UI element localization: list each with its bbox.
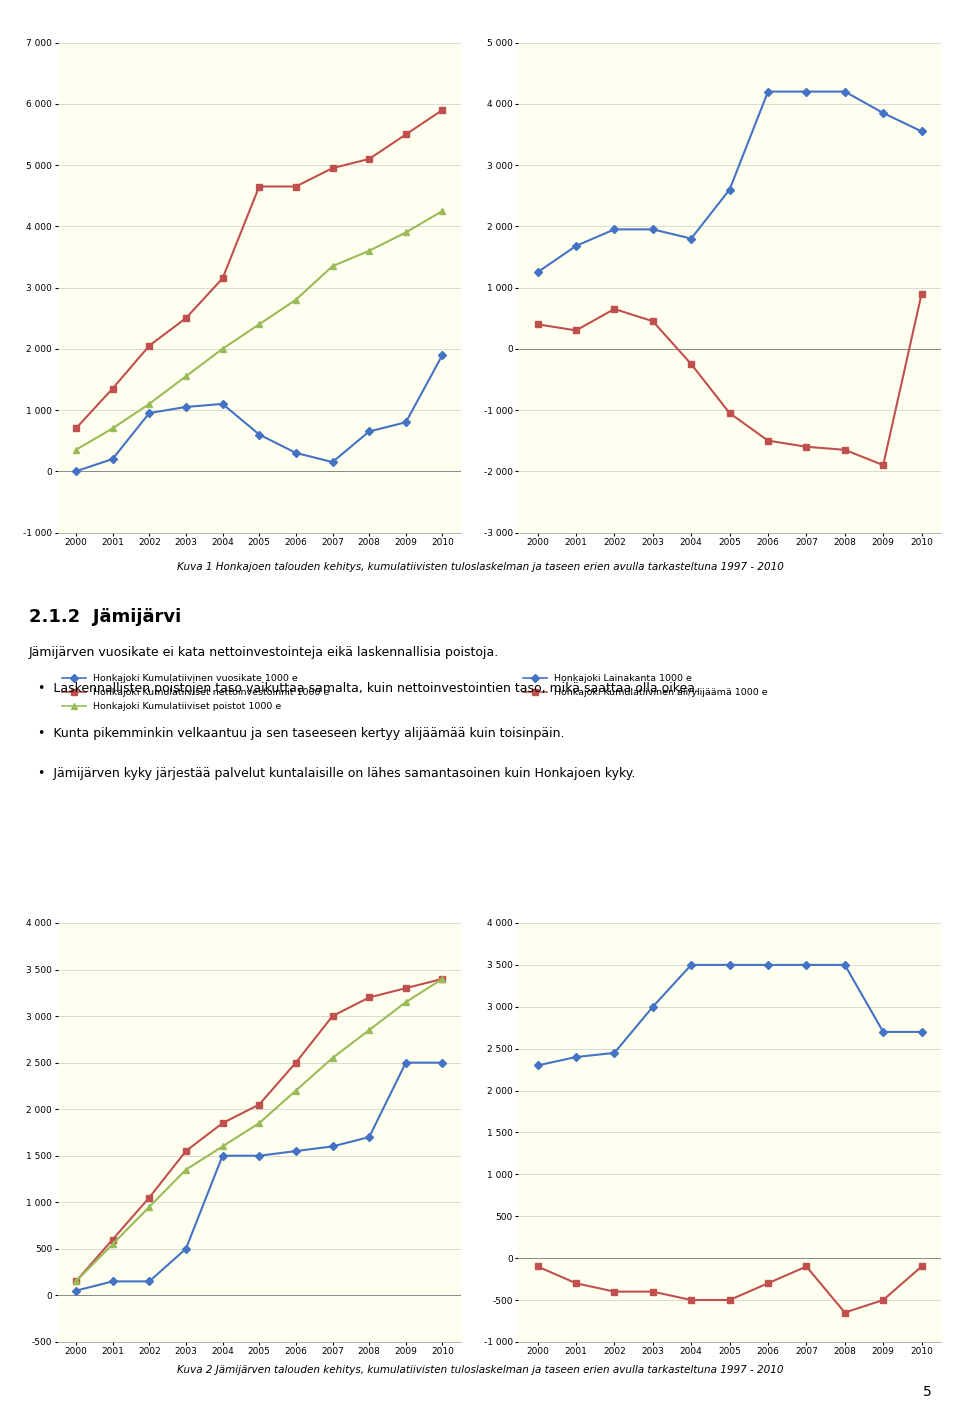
Text: 5: 5	[923, 1384, 931, 1399]
Legend: Honkajoki Lainakanta 1000 e, Honkajoki Kumulatiivinen ali/ylijäämä 1000 e: Honkajoki Lainakanta 1000 e, Honkajoki K…	[523, 674, 768, 697]
Text: 2.1.2  Jämijärvi: 2.1.2 Jämijärvi	[29, 608, 181, 626]
Text: Kuva 2 Jämijärven talouden kehitys, kumulatiivisten tuloslaskelman ja taseen eri: Kuva 2 Jämijärven talouden kehitys, kumu…	[177, 1365, 783, 1375]
Legend: Honkajoki Kumulatiivinen vuosikate 1000 e, Honkajoki Kumulatiiviset nettoinvesto: Honkajoki Kumulatiivinen vuosikate 1000 …	[62, 674, 330, 711]
Text: •  Laskennallisten poistojen taso vaikuttaa samalta, kuin nettoinvestointien tas: • Laskennallisten poistojen taso vaikutt…	[38, 682, 700, 694]
Text: •  Kunta pikemminkin velkaantuu ja sen taseeseen kertyy alijäämää kuin toisinpäi: • Kunta pikemminkin velkaantuu ja sen ta…	[38, 727, 564, 740]
Text: Jämijärven vuosikate ei kata nettoinvestointeja eikä laskennallisia poistoja.: Jämijärven vuosikate ei kata nettoinvest…	[29, 646, 499, 659]
Text: Kuva 1 Honkajoen talouden kehitys, kumulatiivisten tuloslaskelman ja taseen erie: Kuva 1 Honkajoen talouden kehitys, kumul…	[177, 562, 783, 572]
Text: •  Jämijärven kyky järjestää palvelut kuntalaisille on lähes samantasoinen kuin : • Jämijärven kyky järjestää palvelut kun…	[38, 767, 636, 780]
